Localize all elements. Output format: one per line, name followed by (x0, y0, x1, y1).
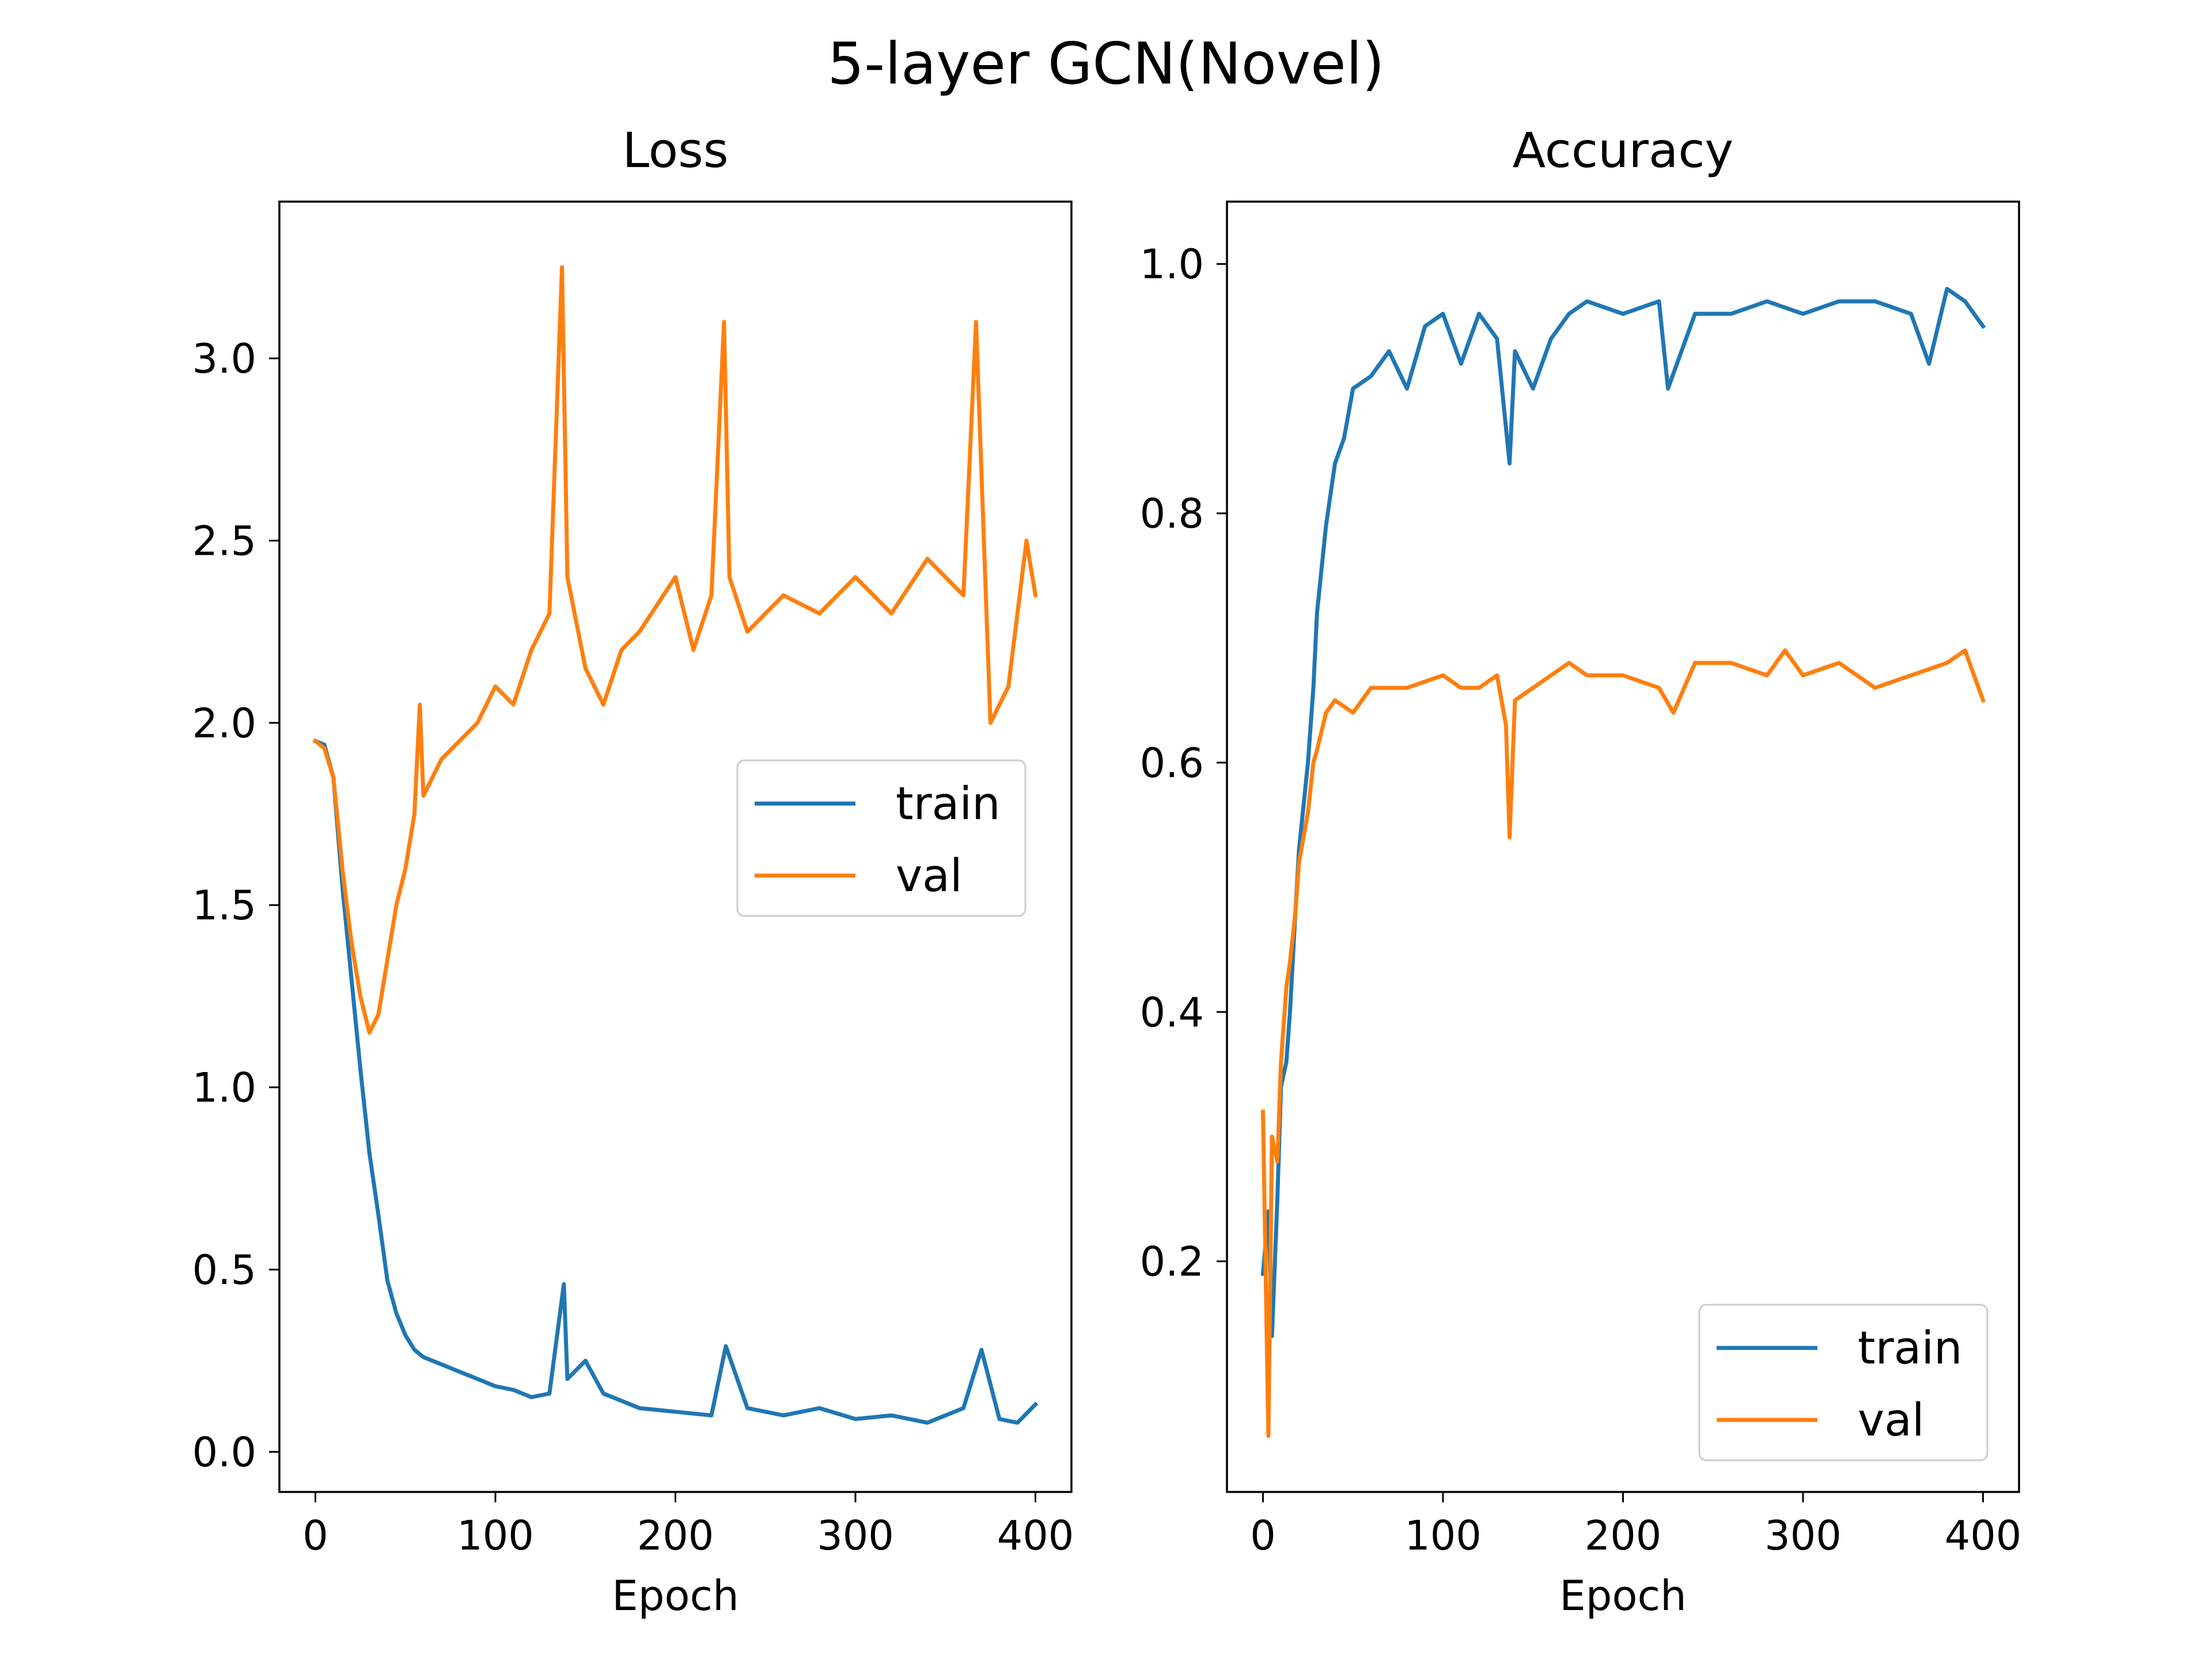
loss-legend-label-train: train (896, 778, 1001, 830)
loss-xtick-label: 100 (457, 1512, 534, 1559)
loss-xtick-label: 300 (817, 1512, 894, 1559)
loss-panel: Loss 0 100 200 300 400 0.0 0.5 1.0 1.5 2.0 2.5 3.0 Ep… (192, 122, 1074, 1620)
loss-xtick-label: 200 (637, 1512, 714, 1559)
accuracy-legend-label-val: val (1858, 1395, 1925, 1446)
accuracy-ytick-label: 0.2 (1140, 1238, 1204, 1286)
accuracy-title: Accuracy (1513, 122, 1734, 179)
loss-series-val (312, 265, 1038, 1035)
accuracy-ytick-label: 1.0 (1140, 241, 1204, 288)
loss-series-train (312, 738, 1039, 1425)
loss-ytick-label: 0.5 (192, 1247, 256, 1294)
loss-ytick-label: 1.5 (192, 882, 256, 929)
accuracy-xtick-label: 400 (1945, 1512, 2022, 1559)
accuracy-series-val (1260, 648, 1986, 1438)
accuracy-ytick-label: 0.4 (1140, 989, 1204, 1036)
accuracy-legend-label-train: train (1858, 1323, 1963, 1374)
loss-xlabel: Epoch (612, 1571, 738, 1620)
loss-ytick-label: 0.0 (192, 1429, 256, 1476)
accuracy-xtick-label: 200 (1585, 1512, 1662, 1559)
figure-title: 5-layer GCN(Novel) (828, 30, 1385, 97)
accuracy-panel: Accuracy 0 100 200 300 400 0.2 0.4 0.6 0.8 1.0 Epoc… (1140, 122, 2022, 1620)
loss-ytick-label: 3.0 (192, 335, 256, 382)
loss-xtick-label: 400 (997, 1512, 1074, 1559)
loss-ytick-label: 2.0 (192, 700, 256, 747)
accuracy-ytick-label: 0.8 (1140, 490, 1204, 537)
loss-title: Loss (622, 122, 728, 179)
accuracy-xlabel: Epoch (1559, 1571, 1686, 1620)
loss-xtick-label: 0 (302, 1512, 328, 1559)
loss-legend-label-val: val (896, 850, 963, 902)
accuracy-ytick-label: 0.6 (1140, 740, 1204, 787)
accuracy-xtick-label: 300 (1764, 1512, 1842, 1559)
loss-ytick-label: 2.5 (192, 517, 256, 565)
accuracy-xtick-label: 100 (1404, 1512, 1482, 1559)
accuracy-xtick-label: 0 (1250, 1512, 1276, 1559)
loss-ytick-label: 1.0 (192, 1065, 256, 1112)
